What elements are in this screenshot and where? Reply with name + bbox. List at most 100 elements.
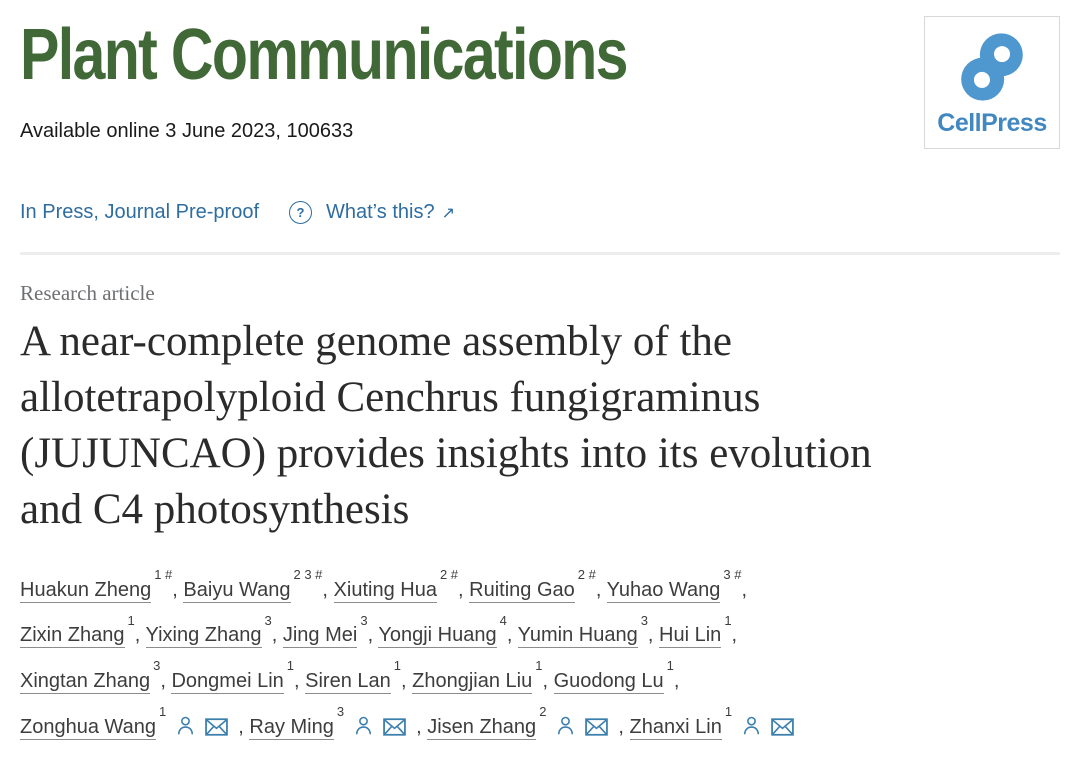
author-superscript: 3 <box>640 612 648 628</box>
author-line: Huakun Zheng1 #, Baiyu Wang2 3 #, Xiutin… <box>20 564 1060 610</box>
journal-title: Plant Communications <box>20 15 629 95</box>
author: Ray Ming3, <box>249 704 428 740</box>
author-superscript: 3 <box>360 612 368 628</box>
author-name-link[interactable]: Yongji Huang <box>378 624 497 649</box>
whats-this-link[interactable]: What’s this? ↗ <box>326 201 455 224</box>
author-separator: , <box>271 624 283 647</box>
author: Jing Mei3, <box>282 613 379 649</box>
author-profile-icon[interactable] <box>742 710 761 750</box>
author-superscript: 2 <box>539 703 547 719</box>
author-superscript: 1 <box>127 612 135 628</box>
help-glyph: ? <box>296 205 305 220</box>
author-name-link[interactable]: Huakun Zheng <box>20 578 152 603</box>
author-line: Xingtan Zhang3, Dongmei Lin1, Siren Lan1… <box>20 655 1060 701</box>
author-separator: , <box>595 578 607 601</box>
author-name-link[interactable]: Dongmei Lin <box>171 669 284 694</box>
author-name-link[interactable]: Zhongjian Liu <box>412 669 533 694</box>
author-superscript: 1 <box>535 658 543 674</box>
author-separator: , <box>618 715 630 738</box>
author-superscript: 1 <box>286 658 294 674</box>
author-name-link[interactable]: Hui Lin <box>659 624 722 649</box>
email-icon[interactable] <box>205 710 229 750</box>
author-name-link[interactable]: Baiyu Wang <box>183 578 291 603</box>
author-separator: , <box>416 715 428 738</box>
author-superscript: 1 <box>724 612 732 628</box>
author: Yongji Huang4, <box>378 613 517 649</box>
author-separator: , <box>741 578 748 601</box>
author-separator: , <box>647 624 660 647</box>
author-list: Huakun Zheng1 #, Baiyu Wang2 3 #, Xiutin… <box>20 564 1060 750</box>
author-contact-icons <box>742 710 804 750</box>
author: Zhanxi Lin1 <box>629 704 805 740</box>
in-press-link[interactable]: In Press, Journal Pre-proof <box>20 201 259 223</box>
author-separator: , <box>542 669 554 692</box>
author-name-link[interactable]: Yumin Huang <box>517 624 638 649</box>
author-name-link[interactable]: Yixing Zhang <box>145 624 262 649</box>
author-superscript: 3 <box>336 703 345 719</box>
author: Yumin Huang3, <box>517 613 660 649</box>
author-separator: , <box>367 624 379 647</box>
author-name-link[interactable]: Jisen Zhang <box>427 715 537 740</box>
author-name-link[interactable]: Ruiting Gao <box>469 578 575 603</box>
author-superscript: 1 <box>724 703 733 719</box>
masthead-left: Plant Communications Available online 3 … <box>20 16 924 143</box>
author-separator: , <box>172 578 184 601</box>
author-separator: , <box>322 578 334 601</box>
author-name-link[interactable]: Yuhao Wang <box>606 578 721 603</box>
author-name-link[interactable]: Xiuting Hua <box>333 578 437 603</box>
author-profile-icon[interactable] <box>354 710 373 750</box>
available-online-text: Available online 3 June 2023, 100633 <box>20 120 354 142</box>
email-icon[interactable] <box>771 710 794 750</box>
author: Xingtan Zhang3, <box>20 658 172 694</box>
author: Hui Lin1, <box>659 613 738 649</box>
author: Ruiting Gao2 #, <box>469 567 607 603</box>
author-superscript: 2 # <box>577 567 596 582</box>
author-superscript: 1 # <box>154 567 173 582</box>
author-superscript: 1 <box>159 703 167 719</box>
author: Huakun Zheng1 #, <box>20 567 184 603</box>
author-separator: , <box>400 669 413 692</box>
author-line: Zonghua Wang1, Ray Ming3, Jisen Zhang2, … <box>20 701 1060 750</box>
author: Jisen Zhang2, <box>427 704 630 740</box>
author-name-link[interactable]: Xingtan Zhang <box>20 669 151 694</box>
author-name-link[interactable]: Jing Mei <box>282 624 358 649</box>
author: Zhongjian Liu1, <box>412 658 554 694</box>
author-line: Zixin Zhang1, Yixing Zhang3, Jing Mei3, … <box>20 610 1060 656</box>
author-superscript: 2 # <box>439 567 459 582</box>
whats-this-label: What’s this? <box>326 201 435 223</box>
author-name-link[interactable]: Zonghua Wang <box>20 715 157 740</box>
author: Yuhao Wang3 #, <box>606 567 748 603</box>
author-name-link[interactable]: Siren Lan <box>305 669 391 694</box>
author: Zonghua Wang1, <box>20 704 249 740</box>
author-separator: , <box>458 578 470 601</box>
article-title: A near-complete genome assembly of the al… <box>20 318 872 533</box>
cellpress-logo[interactable]: CellPress <box>924 16 1060 149</box>
email-icon[interactable] <box>585 710 609 750</box>
author-separator: , <box>731 624 738 647</box>
author: Siren Lan1, <box>305 658 413 694</box>
author-name-link[interactable]: Zhanxi Lin <box>629 715 722 740</box>
author: Yixing Zhang3, <box>145 613 283 649</box>
author-superscript: 1 <box>666 658 674 674</box>
author-profile-icon[interactable] <box>176 710 195 750</box>
author-name-link[interactable]: Guodong Lu <box>553 669 664 694</box>
email-icon[interactable] <box>383 710 406 750</box>
author-separator: , <box>673 669 680 692</box>
section-divider <box>20 252 1060 255</box>
author-superscript: 2 3 # <box>293 567 323 582</box>
author-separator: , <box>134 624 146 647</box>
author-contact-icons <box>176 710 238 750</box>
author-name-link[interactable]: Zixin Zhang <box>20 624 125 649</box>
cellpress-swirl-icon <box>961 33 1023 101</box>
author-superscript: 4 <box>499 612 507 628</box>
external-link-arrow-icon: ↗ <box>441 205 455 222</box>
author-separator: , <box>294 669 306 692</box>
author-profile-icon[interactable] <box>556 710 575 750</box>
article-type-label: Research article <box>20 281 155 305</box>
help-icon[interactable]: ? <box>289 201 312 224</box>
author-separator: , <box>160 669 172 692</box>
author: Guodong Lu1, <box>553 658 680 694</box>
author: Dongmei Lin1, <box>171 658 306 694</box>
author-name-link[interactable]: Ray Ming <box>249 715 334 740</box>
